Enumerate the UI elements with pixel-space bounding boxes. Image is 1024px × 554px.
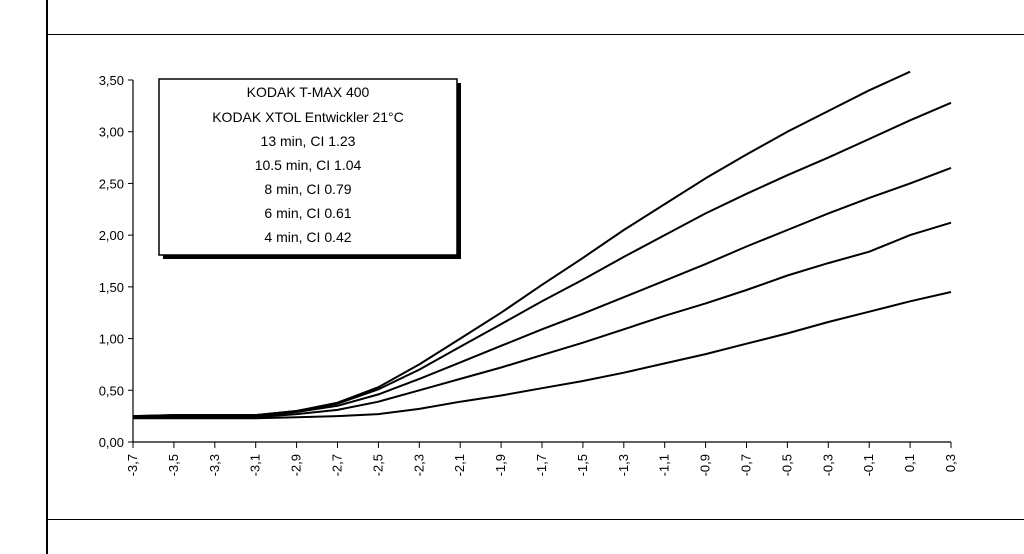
x-tick-label: 0,1	[902, 454, 917, 472]
x-tick-label: -0,5	[779, 454, 794, 476]
chart-frame	[48, 34, 1024, 520]
axes: 0,00 0,50 1,00 1,50 2,00 2,50 3,00 3,50 -3,7 -3,5…	[99, 73, 958, 476]
legend: KODAK T-MAX 400 KODAK XTOL Entwickler 21…	[158, 78, 461, 259]
x-tick-label: -1,5	[575, 454, 590, 476]
x-tick-label: -2,7	[330, 454, 345, 476]
legend-line-developer: KODAK XTOL Entwickler 21°C	[212, 109, 404, 125]
x-tick-label: -2,9	[289, 454, 304, 476]
x-tick-label: -3,5	[166, 454, 181, 476]
x-tick-label: -0,7	[739, 454, 754, 476]
x-tick-label: -3,1	[248, 454, 263, 476]
y-tick-label: 1,50	[99, 280, 124, 295]
series-line-4	[133, 221, 952, 419]
legend-line-film: KODAK T-MAX 400	[247, 84, 370, 100]
x-tick-label: -2,3	[411, 454, 426, 476]
x-tick-label: -1,9	[493, 454, 508, 476]
y-tick-label: 2,50	[99, 176, 124, 191]
x-tick-label: 0,3	[943, 454, 958, 472]
y-tick-label: 0,00	[99, 435, 124, 450]
x-tick-label: -2,5	[370, 454, 385, 476]
y-tick-label: 1,00	[99, 332, 124, 347]
series-line-5	[133, 291, 952, 420]
x-tick-label: -3,3	[207, 454, 222, 476]
x-tick-label: -0,3	[820, 454, 835, 476]
x-tick-label: -3,7	[125, 454, 140, 476]
y-tick-label: 3,00	[99, 125, 124, 140]
legend-line-6min: 6 min, CI 0.61	[264, 205, 351, 221]
series-group	[132, 70, 952, 420]
x-tick-label: -1,3	[616, 454, 631, 476]
x-tick-label: -1,1	[657, 454, 672, 476]
left-page-border	[46, 0, 48, 554]
x-tick-label: -0,9	[698, 454, 713, 476]
legend-line-4min: 4 min, CI 0.42	[264, 229, 351, 245]
legend-line-13min: 13 min, CI 1.23	[261, 133, 356, 149]
legend-line-10-5min: 10.5 min, CI 1.04	[255, 157, 362, 173]
x-tick-label: -1,7	[534, 454, 549, 476]
legend-line-8min: 8 min, CI 0.79	[264, 181, 351, 197]
y-tick-label: 3,50	[99, 73, 124, 88]
x-tick-label: -0,1	[861, 454, 876, 476]
y-tick-label: 2,00	[99, 228, 124, 243]
y-tick-label: 0,50	[99, 383, 124, 398]
x-tick-label: -2,1	[452, 454, 467, 476]
series-line-3	[133, 166, 952, 418]
legend-box	[158, 78, 458, 256]
